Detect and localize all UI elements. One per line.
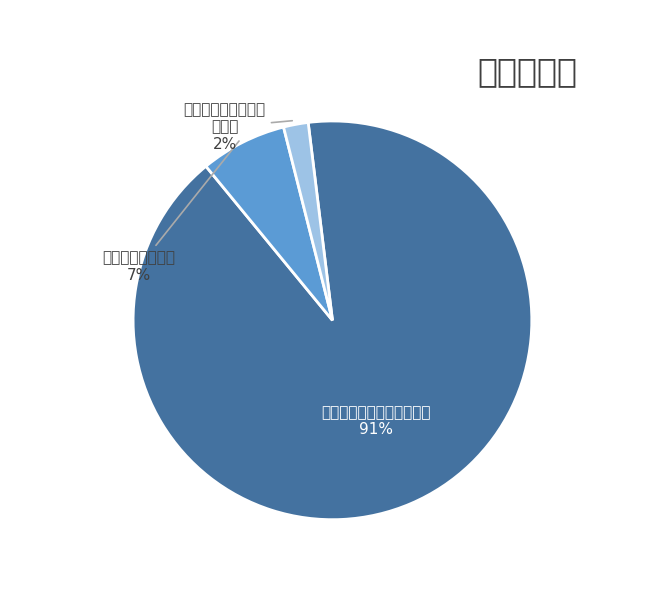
Wedge shape [133,121,532,519]
Text: 開業の経験: 開業の経験 [478,55,578,88]
Text: 今まで開業したことがない
91%: 今まで開業したことがない 91% [321,405,430,437]
Wedge shape [206,127,332,320]
Text: 現在開業している
7%: 現在開業している 7% [103,141,239,283]
Wedge shape [283,123,332,320]
Text: 以前開業していたが
辞めた
2%: 以前開業していたが 辞めた 2% [184,102,292,152]
